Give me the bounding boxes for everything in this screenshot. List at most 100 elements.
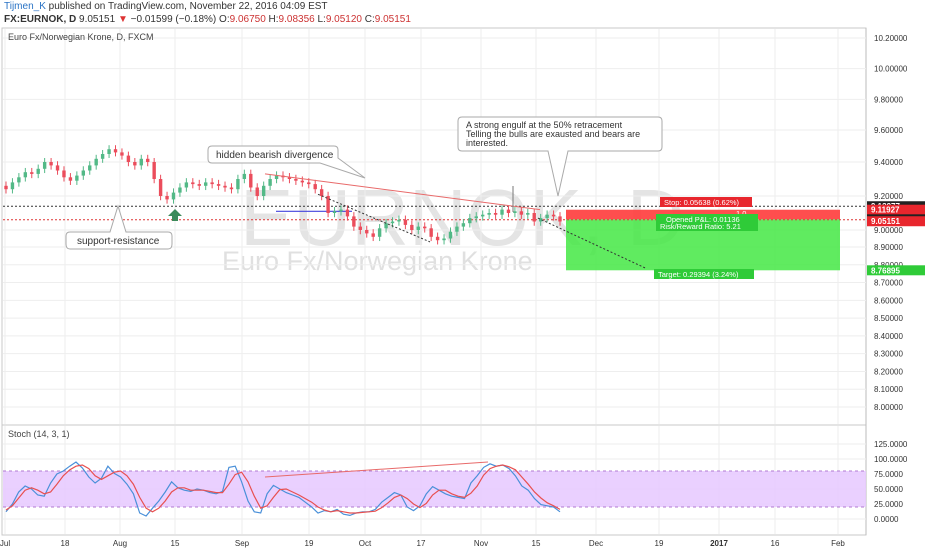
time-tick-label: 15 bbox=[171, 539, 180, 548]
candle-body bbox=[294, 179, 298, 181]
stoch-divergence-trendline[interactable] bbox=[264, 461, 489, 478]
candle-body bbox=[203, 182, 208, 186]
time-tick-label: 19 bbox=[655, 539, 664, 548]
candle-body bbox=[249, 173, 253, 188]
candle-body bbox=[487, 213, 491, 215]
candle-body bbox=[100, 154, 105, 159]
price-tick-label: 8.00000 bbox=[874, 403, 903, 412]
candle-body bbox=[551, 214, 556, 217]
candle-body bbox=[88, 165, 92, 171]
price-tick-label: 8.60000 bbox=[874, 296, 903, 305]
candle-body bbox=[526, 213, 530, 215]
support-resistance-callout[interactable]: support-resistance bbox=[65, 204, 173, 250]
open-label: O: bbox=[219, 14, 230, 25]
engulf-note-callout[interactable]: A strong engulf at the 50% retracement T… bbox=[457, 116, 663, 197]
candle-body bbox=[468, 218, 472, 224]
price-tick-label: 10.20000 bbox=[874, 34, 908, 43]
main-pane-title: Euro Fx/Norwegian Krone, D, FXCM bbox=[8, 32, 154, 42]
candle-body bbox=[178, 187, 182, 193]
candle-body bbox=[133, 162, 137, 166]
candle-body bbox=[448, 231, 453, 239]
time-axis[interactable]: Jul 18 Aug 15 Sep 19 Oct 17 Nov 15 Dec 19 2017 16 Feb bbox=[0, 539, 845, 548]
low-label: L: bbox=[317, 14, 326, 25]
target-label: Target: 0.29394 (3.24%) bbox=[654, 269, 754, 279]
price-tick-label: 8.50000 bbox=[874, 314, 903, 323]
stoch-k-line bbox=[5, 461, 561, 517]
candle-body bbox=[416, 226, 420, 230]
price-tick-label: 9.20000 bbox=[874, 192, 903, 201]
candle-body bbox=[146, 158, 150, 162]
stoch-axis[interactable]: 125.0000 100.0000 75.0000 50.0000 25.0000 0.0… bbox=[874, 440, 908, 524]
candle-body bbox=[519, 211, 524, 215]
divergence-trendline[interactable] bbox=[264, 173, 541, 211]
candle-body bbox=[120, 152, 124, 156]
price-axis[interactable]: 10.20000 10.00000 9.80000 9.60000 9.40000 9.2… bbox=[874, 34, 908, 412]
candle-body bbox=[152, 162, 156, 179]
candle-body bbox=[493, 213, 498, 215]
time-tick-label: 19 bbox=[305, 539, 314, 548]
candle-body bbox=[403, 219, 408, 225]
candle-body bbox=[94, 158, 98, 166]
candle-body bbox=[300, 180, 305, 183]
candle-body bbox=[62, 170, 66, 178]
candle-body bbox=[107, 149, 111, 154]
candle-body bbox=[429, 228, 433, 237]
candle-body bbox=[474, 216, 478, 219]
candle-body bbox=[397, 219, 401, 222]
divergence-callout[interactable]: hidden bearish divergence bbox=[207, 145, 366, 179]
engulf-note-line1: A strong engulf at the 50% retracement bbox=[466, 120, 623, 130]
candles-group bbox=[4, 145, 562, 245]
candle-body bbox=[10, 182, 15, 190]
candle-body bbox=[390, 221, 395, 224]
time-tick-label: Feb bbox=[831, 539, 845, 548]
high-label: H: bbox=[268, 14, 279, 25]
candle-body bbox=[165, 196, 169, 200]
candle-body bbox=[49, 162, 53, 166]
symbol-label: FX:EURNOK, D bbox=[4, 14, 77, 25]
close-label: C: bbox=[364, 14, 375, 25]
author-link[interactable]: Tijmen_K bbox=[4, 1, 46, 12]
candle-body bbox=[197, 184, 201, 186]
ratio-label-text: Risk/Reward Ratio: 5.21 bbox=[660, 222, 741, 231]
candle-body bbox=[377, 228, 382, 237]
engulf-note-line3: interested. bbox=[466, 138, 508, 148]
time-tick-label: Dec bbox=[589, 539, 603, 548]
candle-body bbox=[30, 172, 34, 174]
price-tick-label: 10.00000 bbox=[874, 65, 908, 74]
candle-body bbox=[532, 213, 536, 222]
candle-body bbox=[319, 189, 324, 196]
candle-body bbox=[17, 177, 21, 183]
candle-body bbox=[558, 216, 562, 222]
price-tick-label: 9.60000 bbox=[874, 126, 903, 135]
time-tick-label: Oct bbox=[359, 539, 372, 548]
candle-body bbox=[126, 155, 131, 162]
up-arrow-icon[interactable] bbox=[168, 209, 182, 221]
low-value: 9.05120 bbox=[325, 14, 362, 25]
candle-body bbox=[500, 209, 504, 215]
candle-body bbox=[410, 224, 414, 230]
stoch-tick-label: 75.0000 bbox=[874, 470, 903, 479]
watermark-name: Euro Fx/Norwegian Krone bbox=[222, 246, 533, 276]
time-tick-label: 2017 bbox=[710, 539, 728, 548]
candle-body bbox=[268, 179, 272, 186]
candle-body bbox=[55, 165, 60, 171]
price-tick-label: 8.90000 bbox=[874, 243, 903, 252]
candle-body bbox=[513, 211, 517, 213]
time-tick-label: 17 bbox=[417, 539, 426, 548]
candle-body bbox=[384, 223, 388, 229]
time-tick-label: Aug bbox=[113, 539, 127, 548]
target-label-text: Target: 0.29394 (3.24%) bbox=[658, 270, 739, 279]
ohlc-line: FX:EURNOK, D 9.05151 ▼ −0.01599 (−0.18%)… bbox=[4, 14, 411, 25]
candle-body bbox=[139, 158, 143, 166]
candle-body bbox=[210, 182, 214, 185]
stoch-tick-label: 0.0000 bbox=[874, 515, 899, 524]
price-tick-label: 9.40000 bbox=[874, 158, 903, 167]
candle-body bbox=[326, 196, 330, 213]
candle-body bbox=[461, 223, 466, 227]
dotted-projection-left[interactable] bbox=[317, 193, 431, 243]
price-tag-bg bbox=[867, 204, 925, 215]
candle-body bbox=[332, 211, 337, 213]
candle-body bbox=[81, 170, 86, 176]
